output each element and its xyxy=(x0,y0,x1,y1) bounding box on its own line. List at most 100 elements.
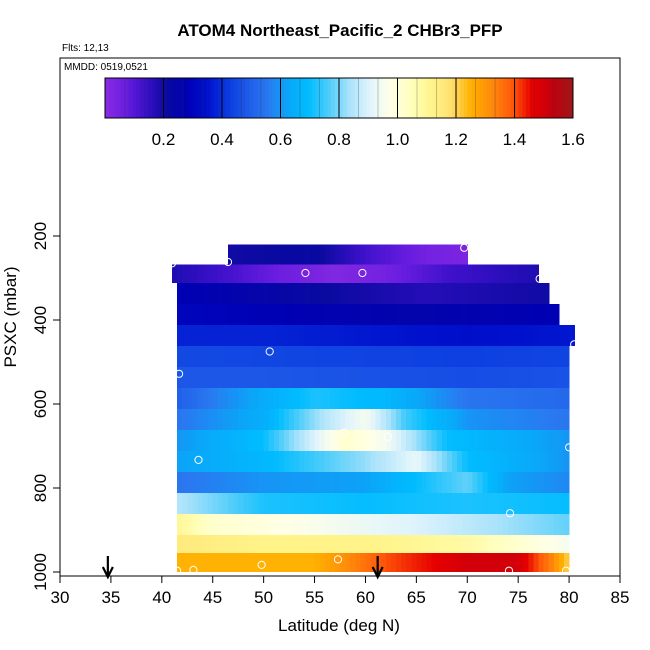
heatmap-cell xyxy=(340,367,346,389)
heatmap-cell xyxy=(172,264,178,284)
heatmap-cell xyxy=(426,430,433,452)
heatmap-cell xyxy=(187,409,193,431)
heatmap-cell xyxy=(217,553,224,572)
heatmap-cell xyxy=(192,493,199,515)
heatmap-cell xyxy=(253,304,260,326)
heatmap-cell xyxy=(238,367,244,389)
heatmap-cell xyxy=(319,493,326,515)
heatmap-cell xyxy=(513,346,519,368)
heatmap-cell xyxy=(284,367,290,389)
heatmap-cell xyxy=(538,388,545,410)
heatmap-cell xyxy=(406,472,412,494)
heatmap-cell xyxy=(553,451,560,473)
heatmap-cell xyxy=(309,264,316,284)
heatmap-cell xyxy=(228,325,234,347)
heatmap-cell xyxy=(441,535,448,554)
heatmap-cell xyxy=(197,514,204,536)
colorbar-swatch xyxy=(167,78,172,118)
heatmap-cell xyxy=(482,472,489,494)
x-axis-label: Latitude (deg N) xyxy=(278,616,400,635)
heatmap-cell xyxy=(243,451,249,473)
heatmap-cell xyxy=(222,346,229,368)
heatmap-cell xyxy=(278,514,285,536)
colorbar-swatch xyxy=(268,78,274,118)
heatmap-cell xyxy=(202,346,209,368)
heatmap-cell xyxy=(228,535,234,554)
heatmap-cell xyxy=(523,325,529,347)
heatmap-cell xyxy=(487,283,494,305)
colorbar-swatch xyxy=(284,78,289,118)
heatmap-cell xyxy=(548,346,555,368)
heatmap-cell xyxy=(375,325,382,347)
heatmap-cell xyxy=(248,346,255,368)
colorbar-swatch xyxy=(569,78,574,118)
heatmap-cell xyxy=(340,346,346,368)
heatmap-cell xyxy=(385,472,392,494)
heatmap-cell xyxy=(401,409,407,431)
heatmap-cell xyxy=(207,493,214,515)
y-tick-label: 400 xyxy=(31,306,50,334)
heatmap-cell xyxy=(411,244,417,265)
heatmap-cell xyxy=(273,388,280,410)
heatmap-cell xyxy=(482,325,489,347)
heatmap-cell xyxy=(228,553,234,572)
heatmap-cell xyxy=(452,535,458,554)
heatmap-cell xyxy=(553,409,560,431)
heatmap-cell xyxy=(452,244,458,265)
heatmap-cell xyxy=(467,283,473,305)
heatmap-cell xyxy=(217,535,224,554)
y-axis-label: PSXC (mbar) xyxy=(1,266,20,367)
heatmap-cell xyxy=(314,346,321,368)
sample-point xyxy=(223,257,233,267)
heatmap-cell xyxy=(472,325,479,347)
heatmap-cell xyxy=(329,325,336,347)
heatmap-cell xyxy=(329,451,336,473)
colorbar-swatch xyxy=(541,78,547,118)
heatmap-cell xyxy=(238,451,244,473)
heatmap-cell xyxy=(258,367,265,389)
heatmap-cell xyxy=(416,304,423,326)
heatmap-cell xyxy=(452,304,458,326)
heatmap-cell xyxy=(355,493,361,515)
sample-point xyxy=(561,566,571,575)
heatmap-cell xyxy=(533,451,540,473)
heatmap-cell xyxy=(508,283,514,305)
heatmap-cell xyxy=(319,346,326,368)
heatmap-cell xyxy=(558,346,565,368)
heatmap-cell xyxy=(243,346,249,368)
heatmap-cell xyxy=(380,244,387,265)
heatmap-cell xyxy=(558,325,565,347)
heatmap-cell xyxy=(268,264,275,284)
heatmap-cell xyxy=(345,264,351,284)
heatmap-cell xyxy=(182,325,188,347)
heatmap-cell xyxy=(380,553,387,572)
heatmap-cell xyxy=(319,451,326,473)
colorbar-swatch xyxy=(440,78,445,118)
heatmap-cell xyxy=(375,244,382,265)
heatmap-cell xyxy=(533,283,540,305)
heatmap-cell xyxy=(248,283,255,305)
heatmap-cell xyxy=(411,514,417,536)
heatmap-cell xyxy=(538,304,545,326)
heatmap-cell xyxy=(233,388,239,410)
heatmap-cell xyxy=(385,283,392,305)
heatmap-cell xyxy=(426,388,433,410)
heatmap-cell xyxy=(564,553,570,572)
heatmap-cell xyxy=(431,244,438,265)
heatmap-cell xyxy=(360,553,367,572)
heatmap-cell xyxy=(462,244,468,265)
heatmap-cell xyxy=(309,244,316,265)
heatmap-cell xyxy=(564,472,570,494)
heatmap-cell xyxy=(396,409,402,431)
heatmap-cell xyxy=(350,264,356,284)
heatmap-cell xyxy=(401,493,407,515)
heatmap-cell xyxy=(533,535,540,554)
heatmap-cell xyxy=(212,451,219,473)
heatmap-cell xyxy=(187,535,193,554)
heatmap-cell xyxy=(431,283,438,305)
heatmap-cell xyxy=(441,472,448,494)
heatmap-cell xyxy=(177,346,183,368)
heatmap-cell xyxy=(416,553,423,572)
heatmap-cell xyxy=(533,409,540,431)
heatmap-cell xyxy=(202,451,209,473)
